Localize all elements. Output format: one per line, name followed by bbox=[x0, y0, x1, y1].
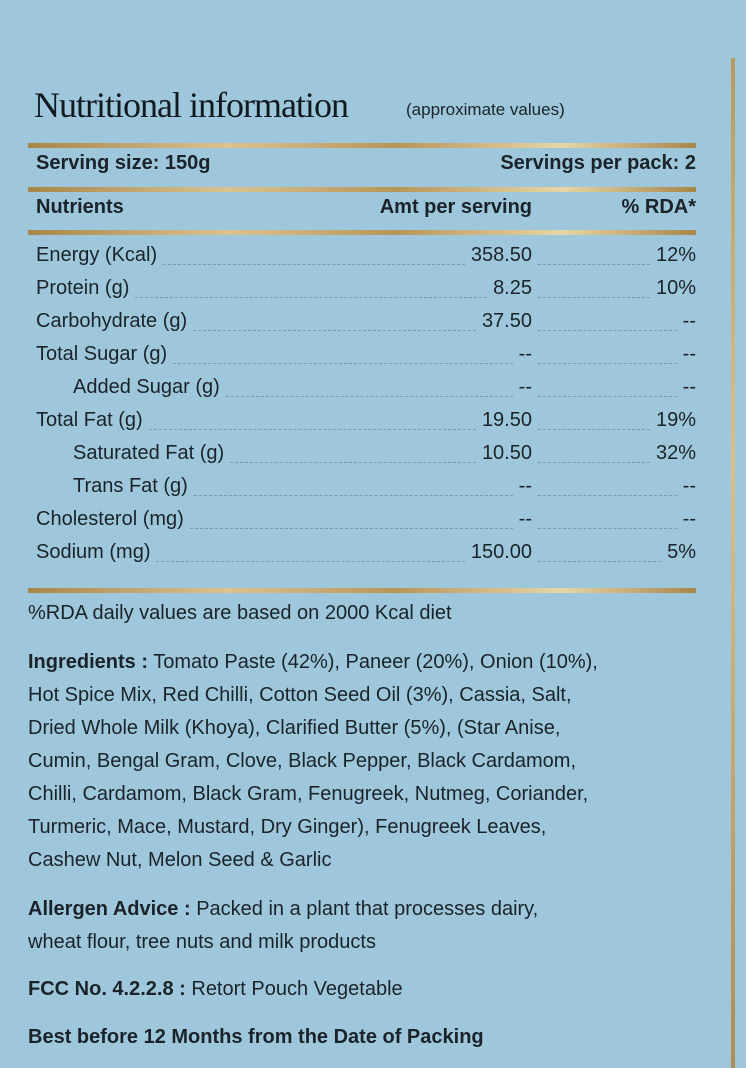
col-rda: % RDA* bbox=[621, 196, 696, 218]
table-row: Total Fat (g) 19.50 19% bbox=[36, 409, 696, 439]
title-subtitle: (approximate values) bbox=[406, 100, 565, 119]
ingredients-line: Dried Whole Milk (Khoya), Clarified Butt… bbox=[28, 717, 561, 739]
ingredients-line: Chilli, Cardamom, Black Gram, Fenugreek,… bbox=[28, 783, 589, 805]
nutrient-name: Energy (Kcal) bbox=[36, 244, 158, 266]
nutrient-amount: 358.50 bbox=[470, 244, 532, 266]
table-row: Saturated Fat (g) 10.50 32% bbox=[36, 442, 696, 472]
dotted-leader bbox=[538, 429, 650, 430]
nutrient-amount: -- bbox=[518, 376, 532, 398]
servings-per-pack: Servings per pack: 2 bbox=[500, 152, 696, 174]
ingredients-line: Ingredients : Tomato Paste (42%), Paneer… bbox=[28, 646, 598, 679]
nutrient-rda: -- bbox=[682, 310, 696, 332]
page-title: Nutritional information bbox=[34, 85, 349, 125]
table-row: Added Sugar (g) -- -- bbox=[36, 376, 696, 406]
dotted-leader bbox=[230, 462, 476, 463]
nutrient-amount: 8.25 bbox=[493, 277, 532, 299]
dotted-leader bbox=[538, 561, 661, 562]
nutrient-amount: 10.50 bbox=[481, 442, 532, 464]
dotted-leader bbox=[538, 462, 650, 463]
nutrient-name: Total Fat (g) bbox=[36, 409, 143, 431]
col-nutrients: Nutrients bbox=[36, 196, 124, 218]
dotted-leader bbox=[538, 363, 677, 364]
nutrient-amount: -- bbox=[518, 343, 532, 365]
fcc-label: FCC No. 4.2.2.8 : bbox=[28, 978, 186, 1000]
divider bbox=[28, 143, 696, 148]
dotted-leader bbox=[190, 528, 513, 529]
ingredients: Ingredients : Tomato Paste (42%), Paneer… bbox=[28, 646, 598, 877]
dotted-leader bbox=[538, 330, 677, 331]
nutrient-rda: 5% bbox=[667, 541, 696, 563]
nutrient-amount: -- bbox=[518, 475, 532, 497]
nutrient-name: Saturated Fat (g) bbox=[73, 442, 225, 464]
nutrient-rda: 10% bbox=[655, 277, 696, 299]
ingredients-line: Turmeric, Mace, Mustard, Dry Ginger), Fe… bbox=[28, 816, 547, 838]
divider bbox=[28, 588, 696, 593]
nutrient-amount: -- bbox=[518, 508, 532, 530]
dotted-leader bbox=[538, 396, 677, 397]
table-row: Sodium (mg) 150.00 5% bbox=[36, 541, 696, 571]
allergen-advice: Allergen Advice : Packed in a plant that… bbox=[28, 893, 538, 959]
nutrient-amount: 37.50 bbox=[481, 310, 532, 332]
dotted-leader bbox=[538, 495, 677, 496]
table-row: Carbohydrate (g) 37.50 -- bbox=[36, 310, 696, 340]
ingredients-text: Tomato Paste (42%), Paneer (20%), Onion … bbox=[148, 651, 598, 673]
nutrient-rda: -- bbox=[682, 343, 696, 365]
ingredients-line: Cumin, Bengal Gram, Clove, Black Pepper,… bbox=[28, 750, 576, 772]
table-header: Nutrients Amt per serving % RDA* bbox=[36, 196, 696, 226]
allergen-line: wheat flour, tree nuts and milk products bbox=[28, 931, 376, 953]
divider bbox=[28, 187, 696, 192]
dotted-leader bbox=[156, 561, 465, 562]
dotted-leader bbox=[173, 363, 513, 364]
nutrient-name: Carbohydrate (g) bbox=[36, 310, 188, 332]
nutrient-rda: -- bbox=[682, 475, 696, 497]
ingredients-label: Ingredients : bbox=[28, 651, 149, 673]
ingredients-line: Hot Spice Mix, Red Chilli, Cotton Seed O… bbox=[28, 684, 572, 706]
table-row: Protein (g) 8.25 10% bbox=[36, 277, 696, 307]
nutrient-rda: 32% bbox=[655, 442, 696, 464]
allergen-label: Allergen Advice : bbox=[28, 898, 191, 920]
table-row: Cholesterol (mg) -- -- bbox=[36, 508, 696, 538]
nutrient-name: Protein (g) bbox=[36, 277, 130, 299]
nutrient-name: Added Sugar (g) bbox=[73, 376, 220, 398]
nutrient-rda: 19% bbox=[655, 409, 696, 431]
nutrient-amount: 19.50 bbox=[481, 409, 532, 431]
serving-size: Serving size: 150g bbox=[36, 152, 211, 174]
table-row: Total Sugar (g) -- -- bbox=[36, 343, 696, 373]
table-row: Energy (Kcal) 358.50 12% bbox=[36, 244, 696, 274]
nutrient-amount: 150.00 bbox=[470, 541, 532, 563]
ingredients-line: Cashew Nut, Melon Seed & Garlic bbox=[28, 849, 332, 871]
serving-row: Serving size: 150g Servings per pack: 2 bbox=[36, 152, 696, 182]
nutrient-rda: -- bbox=[682, 508, 696, 530]
decorative-vertical-line bbox=[731, 58, 735, 1068]
dotted-leader bbox=[149, 429, 476, 430]
nutrient-name: Trans Fat (g) bbox=[73, 475, 188, 497]
dotted-leader bbox=[538, 528, 677, 529]
dotted-leader bbox=[194, 495, 513, 496]
allergen-line: Allergen Advice : Packed in a plant that… bbox=[28, 893, 538, 926]
divider bbox=[28, 230, 696, 235]
dotted-leader bbox=[538, 297, 650, 298]
dotted-leader bbox=[538, 264, 650, 265]
dotted-leader bbox=[226, 396, 513, 397]
allergen-text: Packed in a plant that processes dairy, bbox=[190, 898, 539, 920]
dotted-leader bbox=[163, 264, 465, 265]
fcc-text: Retort Pouch Vegetable bbox=[185, 978, 403, 1000]
nutrient-name: Cholesterol (mg) bbox=[36, 508, 184, 530]
dotted-leader bbox=[193, 330, 476, 331]
col-amount: Amt per serving bbox=[379, 196, 532, 218]
best-before: Best before 12 Months from the Date of P… bbox=[28, 1026, 484, 1048]
nutrient-name: Sodium (mg) bbox=[36, 541, 151, 563]
dotted-leader bbox=[135, 297, 487, 298]
nutrient-name: Total Sugar (g) bbox=[36, 343, 168, 365]
table-row: Trans Fat (g) -- -- bbox=[36, 475, 696, 505]
nutrient-rda: 12% bbox=[655, 244, 696, 266]
nutrient-rda: -- bbox=[682, 376, 696, 398]
rda-footnote: %RDA daily values are based on 2000 Kcal… bbox=[28, 602, 452, 624]
fcc-number: FCC No. 4.2.2.8 : Retort Pouch Vegetable bbox=[28, 973, 403, 1006]
